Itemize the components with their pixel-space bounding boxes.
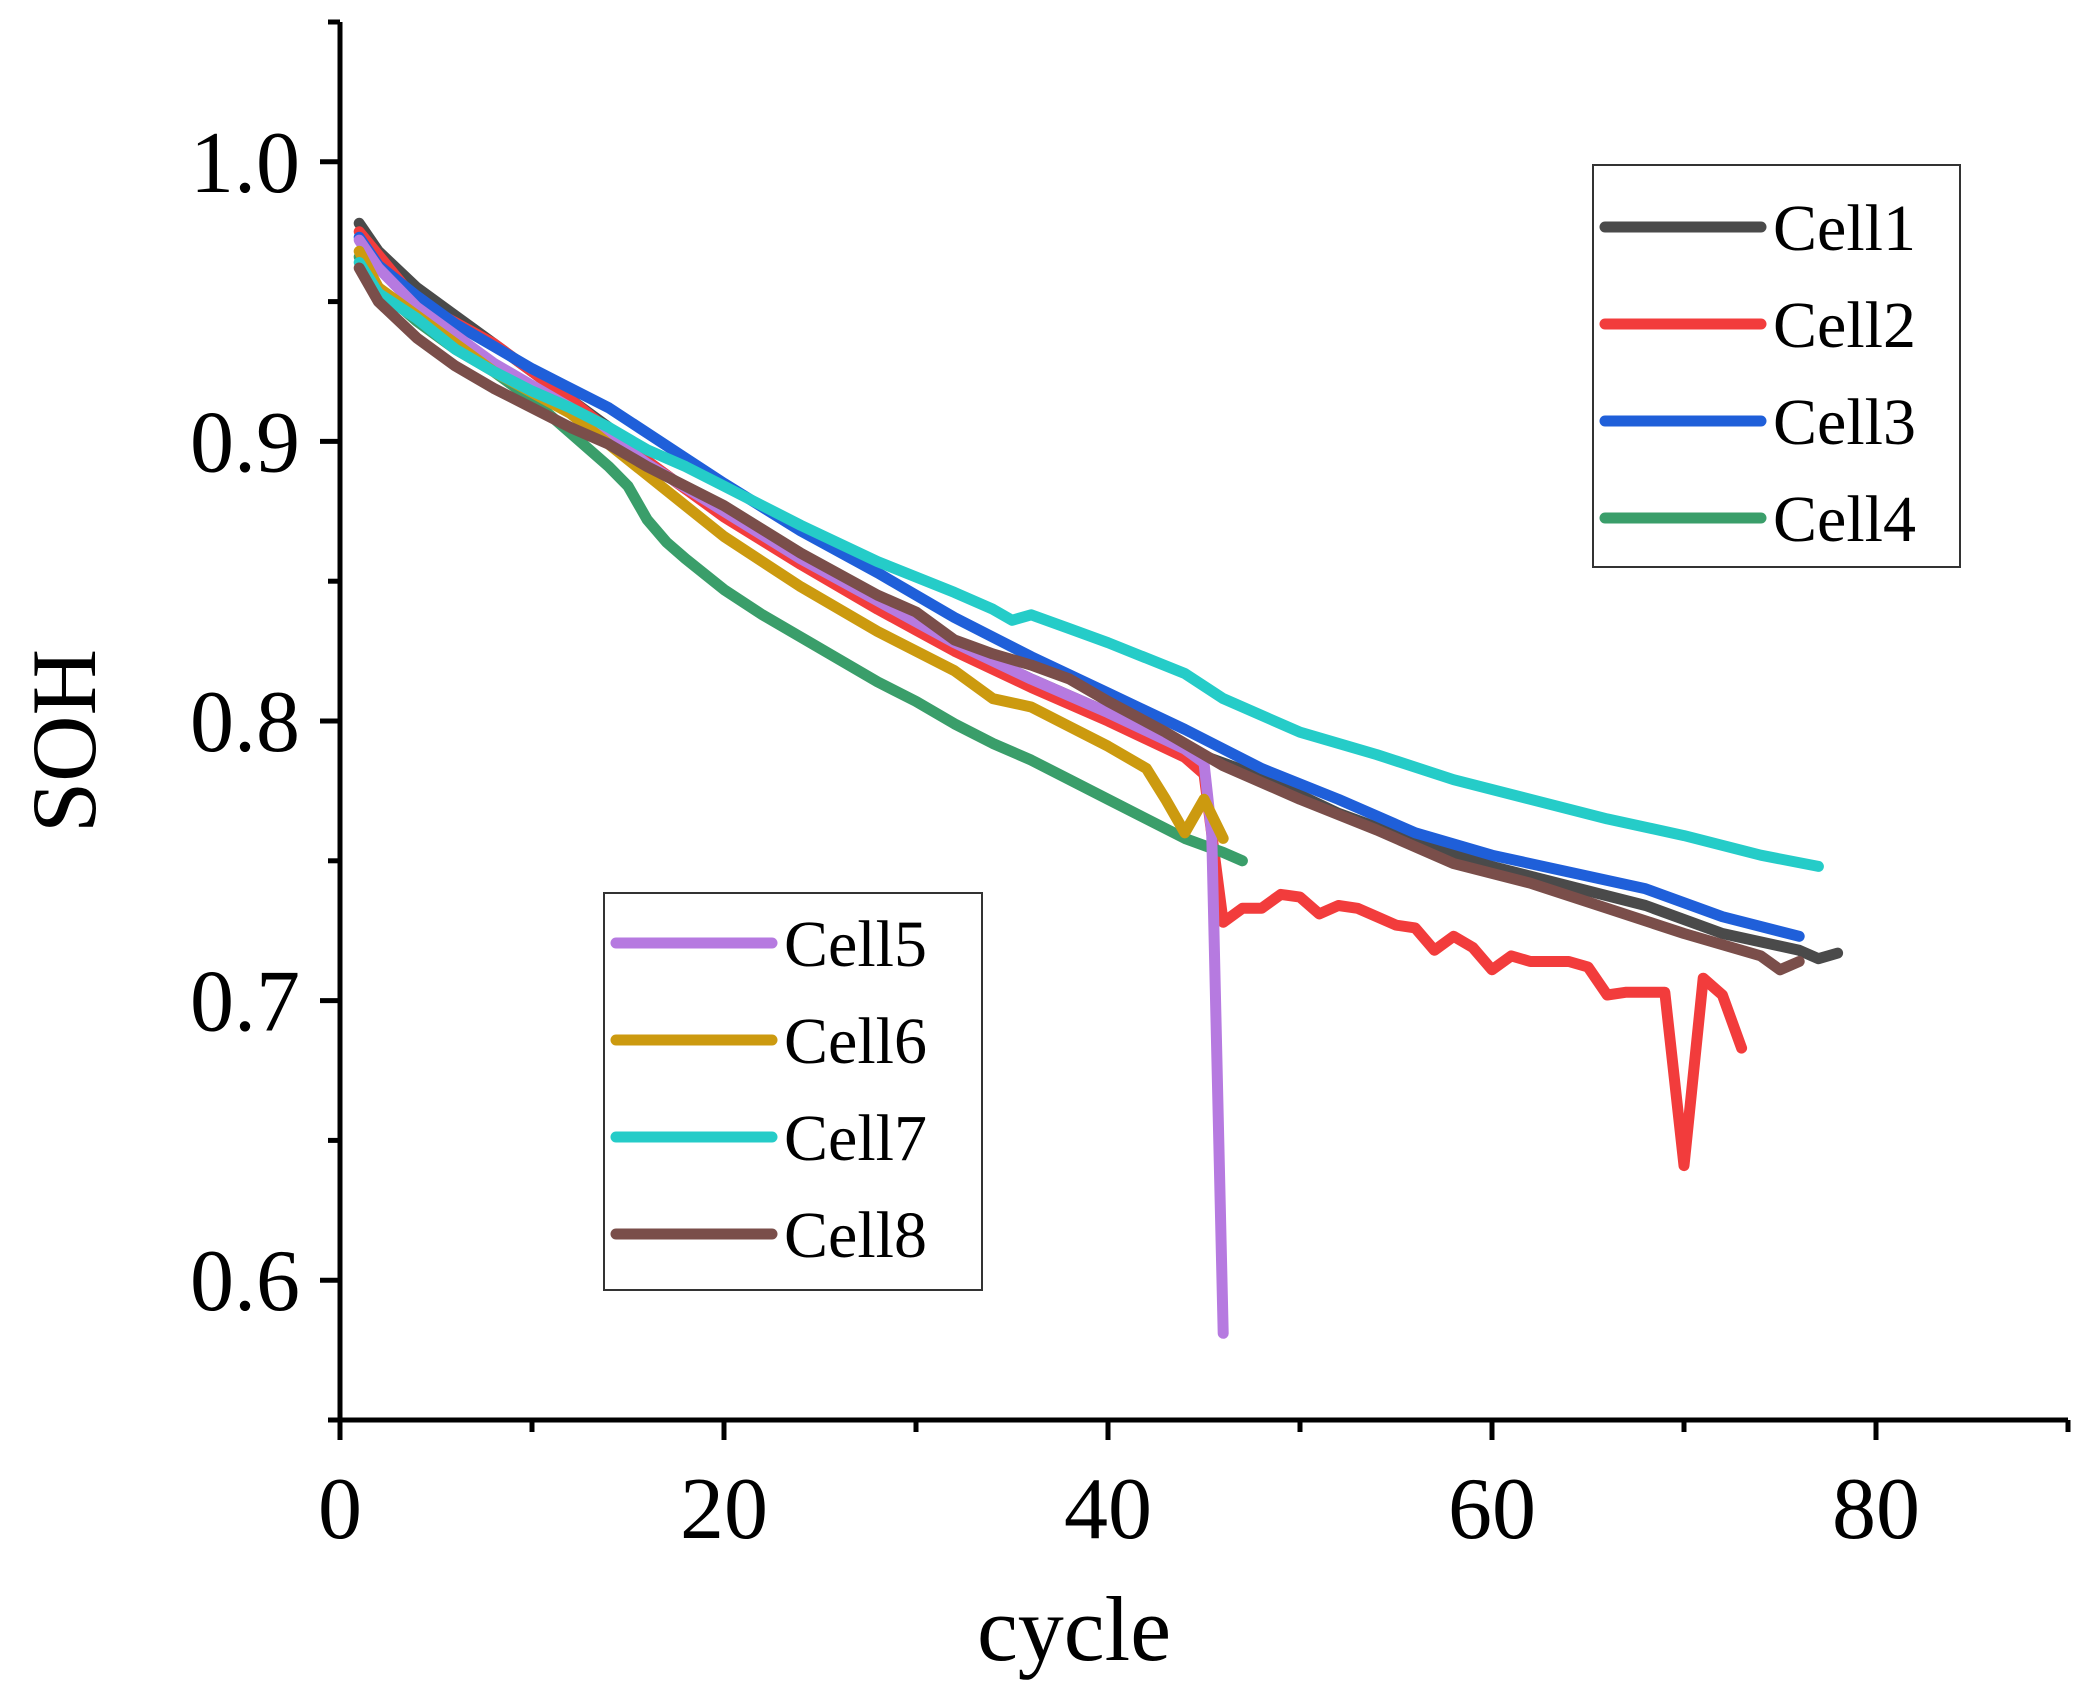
series-layer (353, 217, 1844, 1339)
x-tick-label: 20 (680, 1461, 768, 1558)
legend-layer: Cell1 Cell2 Cell3 Cell4 Cell5 Cell6 Cell7 Cell8 (603, 164, 1961, 1291)
y-tick-label: 0.9 (190, 394, 300, 491)
legend-label-cell5: Cell5 (784, 908, 927, 981)
x-tick-label: 40 (1064, 1461, 1152, 1558)
legend-label-cell3: Cell3 (1773, 386, 1916, 459)
legend-center-left: Cell5 Cell6 Cell7 Cell8 (603, 892, 983, 1291)
x-tick-label: 0 (318, 1461, 362, 1558)
y-tick-label: 0.6 (190, 1233, 300, 1330)
y-tick-label: 0.7 (190, 954, 300, 1051)
legend-label-cell8: Cell8 (784, 1199, 927, 1272)
legend-label-cell2: Cell2 (1773, 289, 1916, 362)
ticks-layer: 0 20 40 60 80 0.6 0.7 0.8 0.9 1.0 (190, 19, 2071, 1558)
legend-label-cell6: Cell6 (784, 1005, 927, 1078)
legend-box (603, 892, 983, 1291)
y-tick-label: 1.0 (190, 115, 300, 212)
series-line-cell2 (353, 226, 1748, 1172)
x-tick-label: 60 (1448, 1461, 1536, 1558)
x-tick-label: 80 (1832, 1461, 1920, 1558)
y-axis-label: SOH (13, 649, 115, 833)
legend-label-cell4: Cell4 (1773, 483, 1916, 556)
x-axis-label: cycle (977, 1578, 1171, 1680)
legend-label-cell7: Cell7 (784, 1102, 927, 1175)
legend-top-right: Cell1 Cell2 Cell3 Cell4 (1592, 164, 1961, 568)
series-line-cell3 (353, 231, 1805, 942)
legend-label-cell1: Cell1 (1773, 192, 1916, 265)
series-line-cell8 (353, 262, 1805, 976)
series-line-cell7 (353, 257, 1824, 872)
y-tick-label: 0.8 (190, 674, 300, 771)
